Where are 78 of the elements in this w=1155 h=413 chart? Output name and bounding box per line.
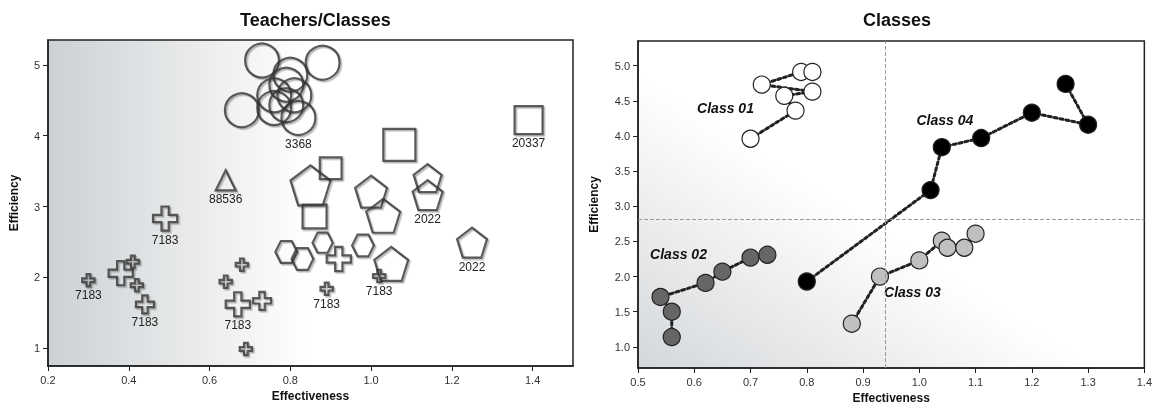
point xyxy=(775,86,794,105)
x-tick-label: 1.4 xyxy=(524,373,541,386)
x-tick-label: 0.6 xyxy=(201,373,218,386)
annotation: 7183 xyxy=(151,232,179,247)
y-tick-label: 3.5 xyxy=(614,165,630,178)
x-tick-label: 1.2 xyxy=(1024,375,1040,388)
point xyxy=(910,251,929,270)
annotation: 20337 xyxy=(511,136,546,151)
y-tick-label: 4.0 xyxy=(614,129,630,142)
x-axis-title: Effectiveness xyxy=(852,390,931,405)
x-tick-label: 0.4 xyxy=(121,373,137,386)
y-tick-label: 1 xyxy=(33,342,40,355)
x-tick-label: 0.8 xyxy=(799,375,815,388)
series-label: Class 01 xyxy=(697,99,755,116)
y-tick-label: 5.0 xyxy=(614,59,630,72)
point xyxy=(955,238,974,257)
point xyxy=(870,267,890,286)
chart-title: Classes xyxy=(862,10,932,30)
x-tick-label: 1.4 xyxy=(1136,375,1152,388)
point xyxy=(662,302,681,321)
point xyxy=(741,129,760,148)
x-tick-label: 0.6 xyxy=(686,375,702,388)
point xyxy=(803,82,822,101)
y-tick-label: 1.0 xyxy=(614,340,630,353)
annotation: 7183 xyxy=(75,288,103,303)
y-tick-label: 3.0 xyxy=(614,200,630,213)
x-axis-title: Effectiveness xyxy=(271,388,350,403)
y-tick-label: 3 xyxy=(33,200,40,213)
x-tick-label: 1.1 xyxy=(967,375,984,388)
x-tick-label: 0.5 xyxy=(630,375,646,388)
x-tick-label: 0.7 xyxy=(742,375,759,388)
y-tick-label: 5 xyxy=(33,58,40,71)
annotation: 2022 xyxy=(414,212,442,227)
point xyxy=(1056,74,1075,93)
point xyxy=(972,128,991,148)
point xyxy=(921,180,940,200)
point xyxy=(938,238,957,257)
annotation: 7183 xyxy=(313,296,341,311)
point xyxy=(1079,115,1098,134)
point xyxy=(842,314,861,333)
point xyxy=(797,272,816,291)
point xyxy=(741,248,760,267)
y-tick-label: 4 xyxy=(33,129,40,142)
series-label: Class 03 xyxy=(884,283,942,300)
point xyxy=(758,245,777,264)
y-tick-label: 2 xyxy=(33,271,40,284)
annotation: 7183 xyxy=(131,315,159,330)
y-tick-label: 1.5 xyxy=(614,305,630,318)
series-label: Class 04 xyxy=(916,112,974,129)
annotation: 7183 xyxy=(365,284,393,299)
x-tick-label: 1.0 xyxy=(363,373,379,386)
point xyxy=(966,224,985,243)
point xyxy=(696,273,715,292)
x-tick-label: 1.3 xyxy=(1080,375,1096,388)
point xyxy=(1022,103,1041,122)
x-tick-label: 0.2 xyxy=(40,373,56,386)
chart-title: Teachers/Classes xyxy=(240,10,391,30)
x-tick-label: 0.9 xyxy=(855,375,871,388)
point xyxy=(786,101,805,120)
point xyxy=(713,262,732,281)
x-tick-label: 0.8 xyxy=(282,373,298,386)
y-axis-title: Efficiency xyxy=(587,175,601,233)
annotation: 7183 xyxy=(224,318,252,333)
y-tick-label: 2.0 xyxy=(614,270,630,283)
y-tick-label: 4.5 xyxy=(614,94,630,107)
x-tick-label: 1.2 xyxy=(444,373,460,386)
y-tick-label: 2.5 xyxy=(614,235,630,248)
point xyxy=(803,62,822,82)
series-label: Class 02 xyxy=(650,245,708,262)
annotation: 3368 xyxy=(285,136,313,151)
annotation: 2022 xyxy=(458,259,486,274)
x-tick-label: 1.0 xyxy=(911,375,927,388)
point xyxy=(932,138,951,157)
annotation: 88536 xyxy=(209,192,243,207)
y-axis-title: Efficiency xyxy=(7,174,21,232)
point xyxy=(752,75,771,94)
point xyxy=(662,327,681,347)
point xyxy=(651,287,670,307)
